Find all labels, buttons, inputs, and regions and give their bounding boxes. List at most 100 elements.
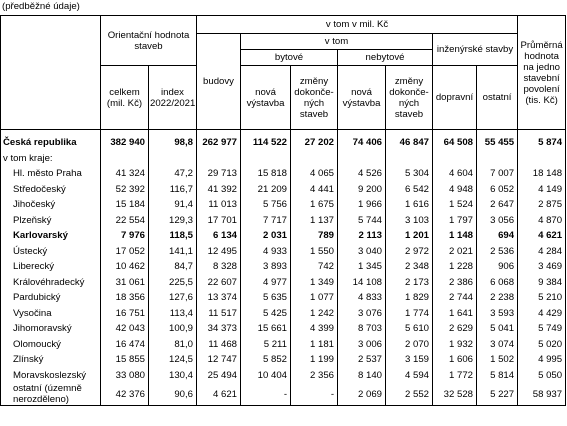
cell: 4 995 [517,352,567,368]
cell: 2 173 [385,274,434,290]
column-header: ostatní [476,65,519,130]
cell: 3 469 [517,259,567,275]
cell: 2 348 [385,259,434,275]
header-cell: nebytové [337,49,434,66]
cell: 10 404 [240,367,292,383]
data-table: Orientační hodnota staveb v tom v mil. K… [0,15,567,406]
cell: 7 717 [240,212,292,228]
cell: 34 373 [196,321,242,337]
cell: 41 392 [196,181,242,197]
cell: 17 052 [100,243,149,259]
table-row: Hl. město Praha 41 324 47,2 29 713 15 818 4 0… [0,166,567,182]
row-label: ostatní (územně nerozděleno) [0,383,101,406]
cell: 5 210 [517,290,567,306]
cell: 3 056 [476,212,519,228]
cell: 114 522 [240,129,292,151]
column-header: změny dokonče-ných staveb [290,65,339,130]
cell: 84,7 [147,259,198,275]
row-label: Královéhradecký [0,274,101,290]
cell: 789 [290,228,339,244]
cell: 7 007 [476,166,519,182]
cell: 7 976 [100,228,149,244]
cell: 1 242 [290,305,339,321]
row-label: Ústecký [0,243,101,259]
cell: 91,4 [147,197,198,213]
cell: 1 077 [290,290,339,306]
table-row: Olomoucký 16 474 81,0 11 468 5 211 1 181 3 006… [0,336,567,352]
cell: 5 020 [517,336,567,352]
cell: 3 006 [337,336,387,352]
cell: 1 606 [432,352,478,368]
cell: 5 304 [385,166,434,182]
column-header: celkem (mil. Kč) [100,65,149,130]
cell: 33 080 [100,367,149,383]
row-label: Pardubický [0,290,101,306]
cell: 5 211 [240,336,292,352]
cell: 1 201 [385,228,434,244]
cell: 16 474 [100,336,149,352]
cell: 4 429 [517,305,567,321]
row-label: Hl. město Praha [0,166,101,182]
cell: 25 494 [196,367,242,383]
cell: 127,6 [147,290,198,306]
cell: 4 621 [196,383,242,406]
empty-cell [385,150,434,166]
cell: 46 847 [385,129,434,151]
cell: 15 184 [100,197,149,213]
cell: 15 661 [240,321,292,337]
cell: 262 977 [196,129,242,151]
cell: 31 061 [100,274,149,290]
cell: 12 495 [196,243,242,259]
cell: 90,6 [147,383,198,406]
header-cell: Průměrná hodnota na jedno stavební povol… [517,15,567,130]
cell: 2 744 [432,290,478,306]
header-cell: v tom v mil. Kč [196,15,519,34]
cell: 2 386 [432,274,478,290]
cell: 29 713 [196,166,242,182]
cell: 4 594 [385,367,434,383]
empty-cell [337,150,387,166]
table-row: Moravskoslezský 33 080 130,4 25 494 10 404 2 … [0,367,567,383]
cell: 5 610 [385,321,434,337]
cell: 906 [476,259,519,275]
cell: 42 043 [100,321,149,337]
header-cell: v tom [240,33,434,50]
empty-cell [476,150,519,166]
cell: 11 468 [196,336,242,352]
header-cell: budovy [196,33,242,130]
cell: 1 524 [432,197,478,213]
cell: 2 070 [385,336,434,352]
cell: 1 966 [337,197,387,213]
header-cell: Orientační hodnota staveb [99,15,198,66]
cell: 55 455 [476,129,519,151]
cell: 21 209 [240,181,292,197]
empty-cell [196,150,242,166]
cell: 32 528 [432,383,478,406]
cell: 129,3 [147,212,198,228]
cell: 5 852 [240,352,292,368]
cell: 5 744 [337,212,387,228]
cell: 4 621 [517,228,567,244]
cell: 27 202 [290,129,339,151]
empty-cell [240,150,292,166]
cell: 5 425 [240,305,292,321]
column-header: index 2022/2021 [147,65,198,130]
cell: 13 374 [196,290,242,306]
cell: 58 937 [517,383,567,406]
cell: 81,0 [147,336,198,352]
table-row: Vysočina 16 751 113,4 11 517 5 425 1 242 3 076… [0,305,567,321]
cell: 742 [290,259,339,275]
cell: 4 284 [517,243,567,259]
corner [0,15,101,130]
row-label: Moravskoslezský [0,367,101,383]
cell: 2 629 [432,321,478,337]
cell: 16 751 [100,305,149,321]
cell: 64 508 [432,129,478,151]
table-row: v tom kraje: [0,150,567,166]
table-row: Karlovarský 7 976 118,5 6 134 2 031 789 2 113 1… [0,228,567,244]
cell: 382 940 [100,129,149,151]
cell: 11 517 [196,305,242,321]
cell: 3 040 [337,243,387,259]
cell: 18 148 [517,166,567,182]
